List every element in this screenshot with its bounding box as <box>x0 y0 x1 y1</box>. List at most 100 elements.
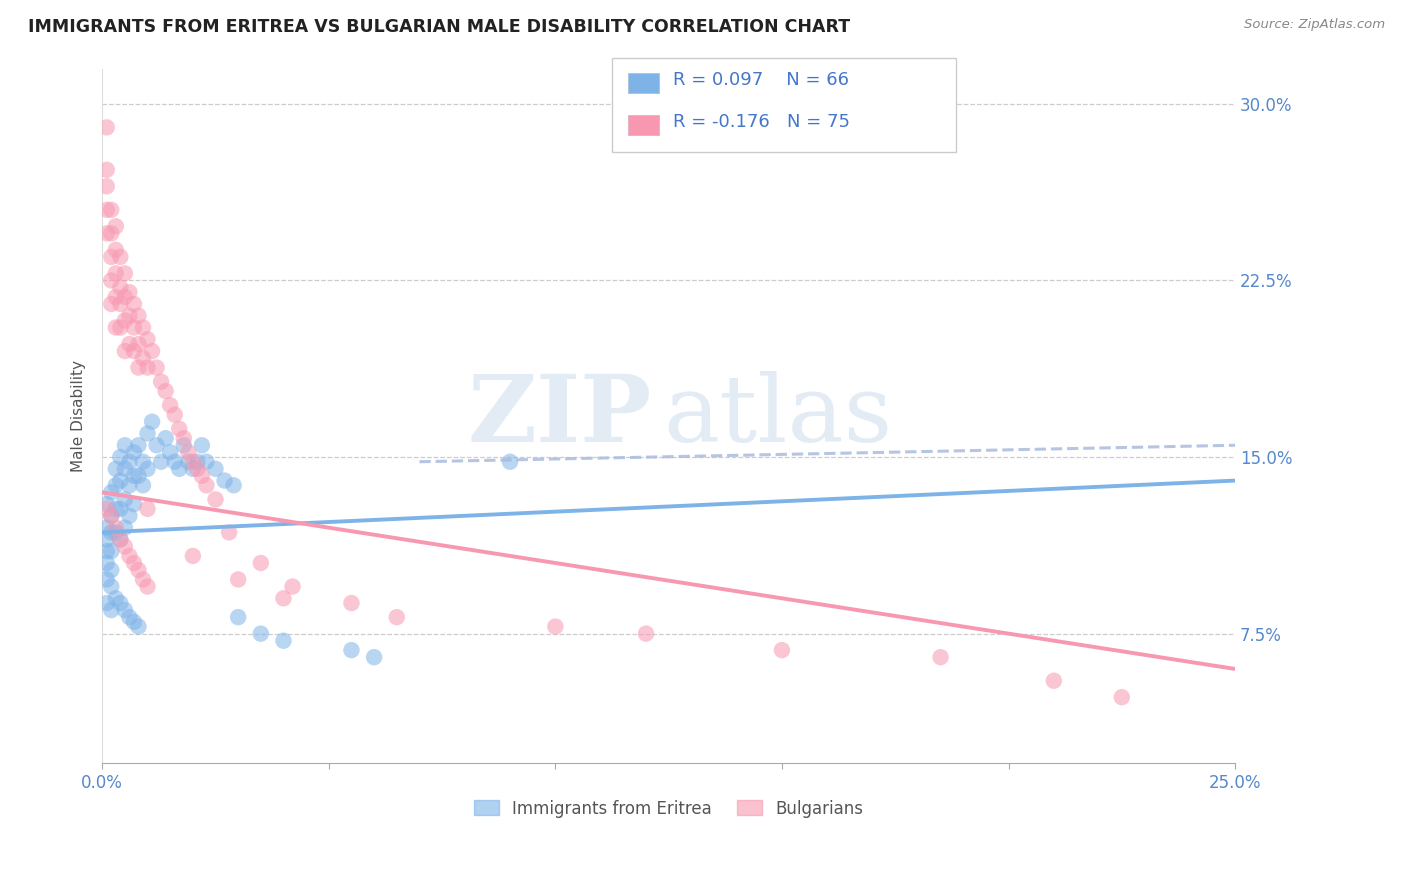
Point <box>96 596 118 610</box>
Point <box>181 455 204 469</box>
Point <box>141 344 163 359</box>
Point <box>104 219 127 234</box>
Point <box>167 462 190 476</box>
Point <box>100 508 122 523</box>
Point <box>226 573 249 587</box>
Point <box>96 556 118 570</box>
Point <box>173 431 195 445</box>
Point <box>96 501 118 516</box>
Point <box>110 450 132 464</box>
Point <box>281 580 304 594</box>
Text: IMMIGRANTS FROM ERITREA VS BULGARIAN MALE DISABILITY CORRELATION CHART: IMMIGRANTS FROM ERITREA VS BULGARIAN MAL… <box>28 18 851 36</box>
Point <box>100 508 122 523</box>
Point <box>114 492 136 507</box>
Point <box>340 643 363 657</box>
Point <box>132 320 155 334</box>
Text: atlas: atlas <box>664 371 893 461</box>
Point <box>104 290 127 304</box>
Point <box>104 462 127 476</box>
Point <box>122 497 145 511</box>
Point <box>96 202 118 217</box>
Point <box>100 525 122 540</box>
Point <box>110 297 132 311</box>
Point <box>96 521 118 535</box>
Point <box>177 445 200 459</box>
Point <box>250 556 273 570</box>
Point <box>127 438 149 452</box>
Point <box>100 250 122 264</box>
Point <box>100 603 122 617</box>
Point <box>127 468 149 483</box>
Point <box>110 533 132 547</box>
Point <box>114 344 136 359</box>
Point <box>167 422 190 436</box>
Text: R = 0.097    N = 66: R = 0.097 N = 66 <box>673 71 849 89</box>
Point <box>181 462 204 476</box>
Point <box>118 478 141 492</box>
Point <box>145 360 167 375</box>
Point <box>250 626 273 640</box>
Point <box>544 619 567 633</box>
Point <box>96 227 118 241</box>
Point <box>136 360 159 375</box>
Point <box>110 596 132 610</box>
Point <box>104 525 127 540</box>
Point <box>110 280 132 294</box>
Point <box>159 445 181 459</box>
Point <box>122 320 145 334</box>
Point <box>114 290 136 304</box>
Point <box>96 120 118 135</box>
Point <box>195 478 218 492</box>
Point <box>104 243 127 257</box>
Point <box>118 549 141 563</box>
Point <box>122 615 145 629</box>
Point <box>186 455 208 469</box>
Point <box>104 591 127 606</box>
Point <box>114 313 136 327</box>
Text: ZIP: ZIP <box>467 371 651 461</box>
Point <box>104 478 127 492</box>
Point <box>155 384 177 398</box>
Point <box>363 650 385 665</box>
Point <box>186 462 208 476</box>
Point <box>340 596 363 610</box>
Point <box>114 438 136 452</box>
Point <box>127 563 149 577</box>
Point <box>122 468 145 483</box>
Point <box>118 508 141 523</box>
Point <box>1043 673 1066 688</box>
Point <box>136 462 159 476</box>
Point <box>96 497 118 511</box>
Point <box>104 521 127 535</box>
Point <box>104 320 127 334</box>
Point <box>127 309 149 323</box>
Text: Source: ZipAtlas.com: Source: ZipAtlas.com <box>1244 18 1385 31</box>
Point <box>114 540 136 554</box>
Point <box>141 415 163 429</box>
Point <box>634 626 657 640</box>
Point <box>181 549 204 563</box>
Point <box>177 455 200 469</box>
Point <box>191 438 214 452</box>
Y-axis label: Male Disability: Male Disability <box>72 359 86 472</box>
Point <box>100 273 122 287</box>
Point <box>118 337 141 351</box>
Point <box>114 603 136 617</box>
Point <box>155 431 177 445</box>
Point <box>204 492 226 507</box>
Point <box>110 320 132 334</box>
Point <box>110 474 132 488</box>
Point <box>122 445 145 459</box>
Text: R = -0.176   N = 75: R = -0.176 N = 75 <box>673 113 851 131</box>
Point <box>770 643 793 657</box>
Point <box>132 455 155 469</box>
Point <box>132 478 155 492</box>
Point <box>104 501 127 516</box>
Point <box>114 521 136 535</box>
Point <box>100 202 122 217</box>
Point <box>136 426 159 441</box>
Point <box>163 408 186 422</box>
Point <box>110 250 132 264</box>
Point <box>127 337 149 351</box>
Point <box>195 455 218 469</box>
